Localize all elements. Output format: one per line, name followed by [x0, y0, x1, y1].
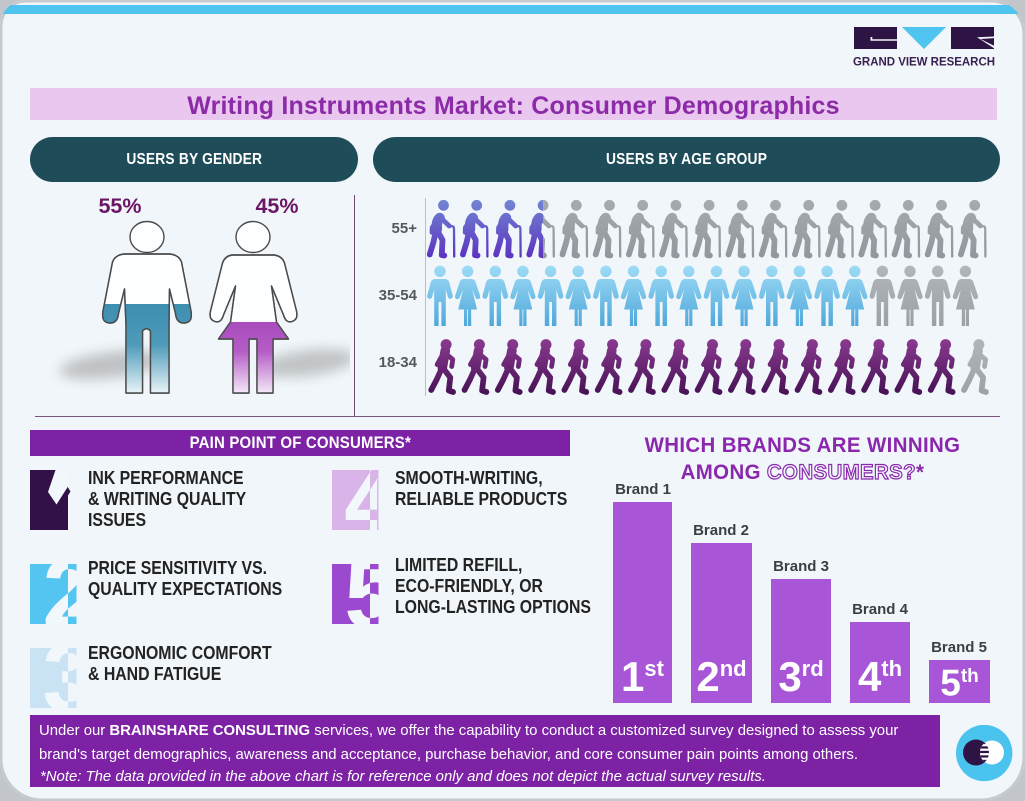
- svg-text:2: 2: [42, 564, 98, 624]
- svg-text:4: 4: [344, 470, 400, 530]
- svg-text:3: 3: [42, 648, 98, 708]
- svg-text:4: 4: [344, 470, 400, 530]
- svg-text:2: 2: [42, 564, 98, 624]
- svg-text:5: 5: [344, 564, 400, 624]
- svg-text:GRAND VIEW RESEARCH: GRAND VIEW RESEARCH: [853, 57, 995, 69]
- svg-text:5: 5: [344, 564, 400, 624]
- svg-text:3: 3: [42, 648, 98, 708]
